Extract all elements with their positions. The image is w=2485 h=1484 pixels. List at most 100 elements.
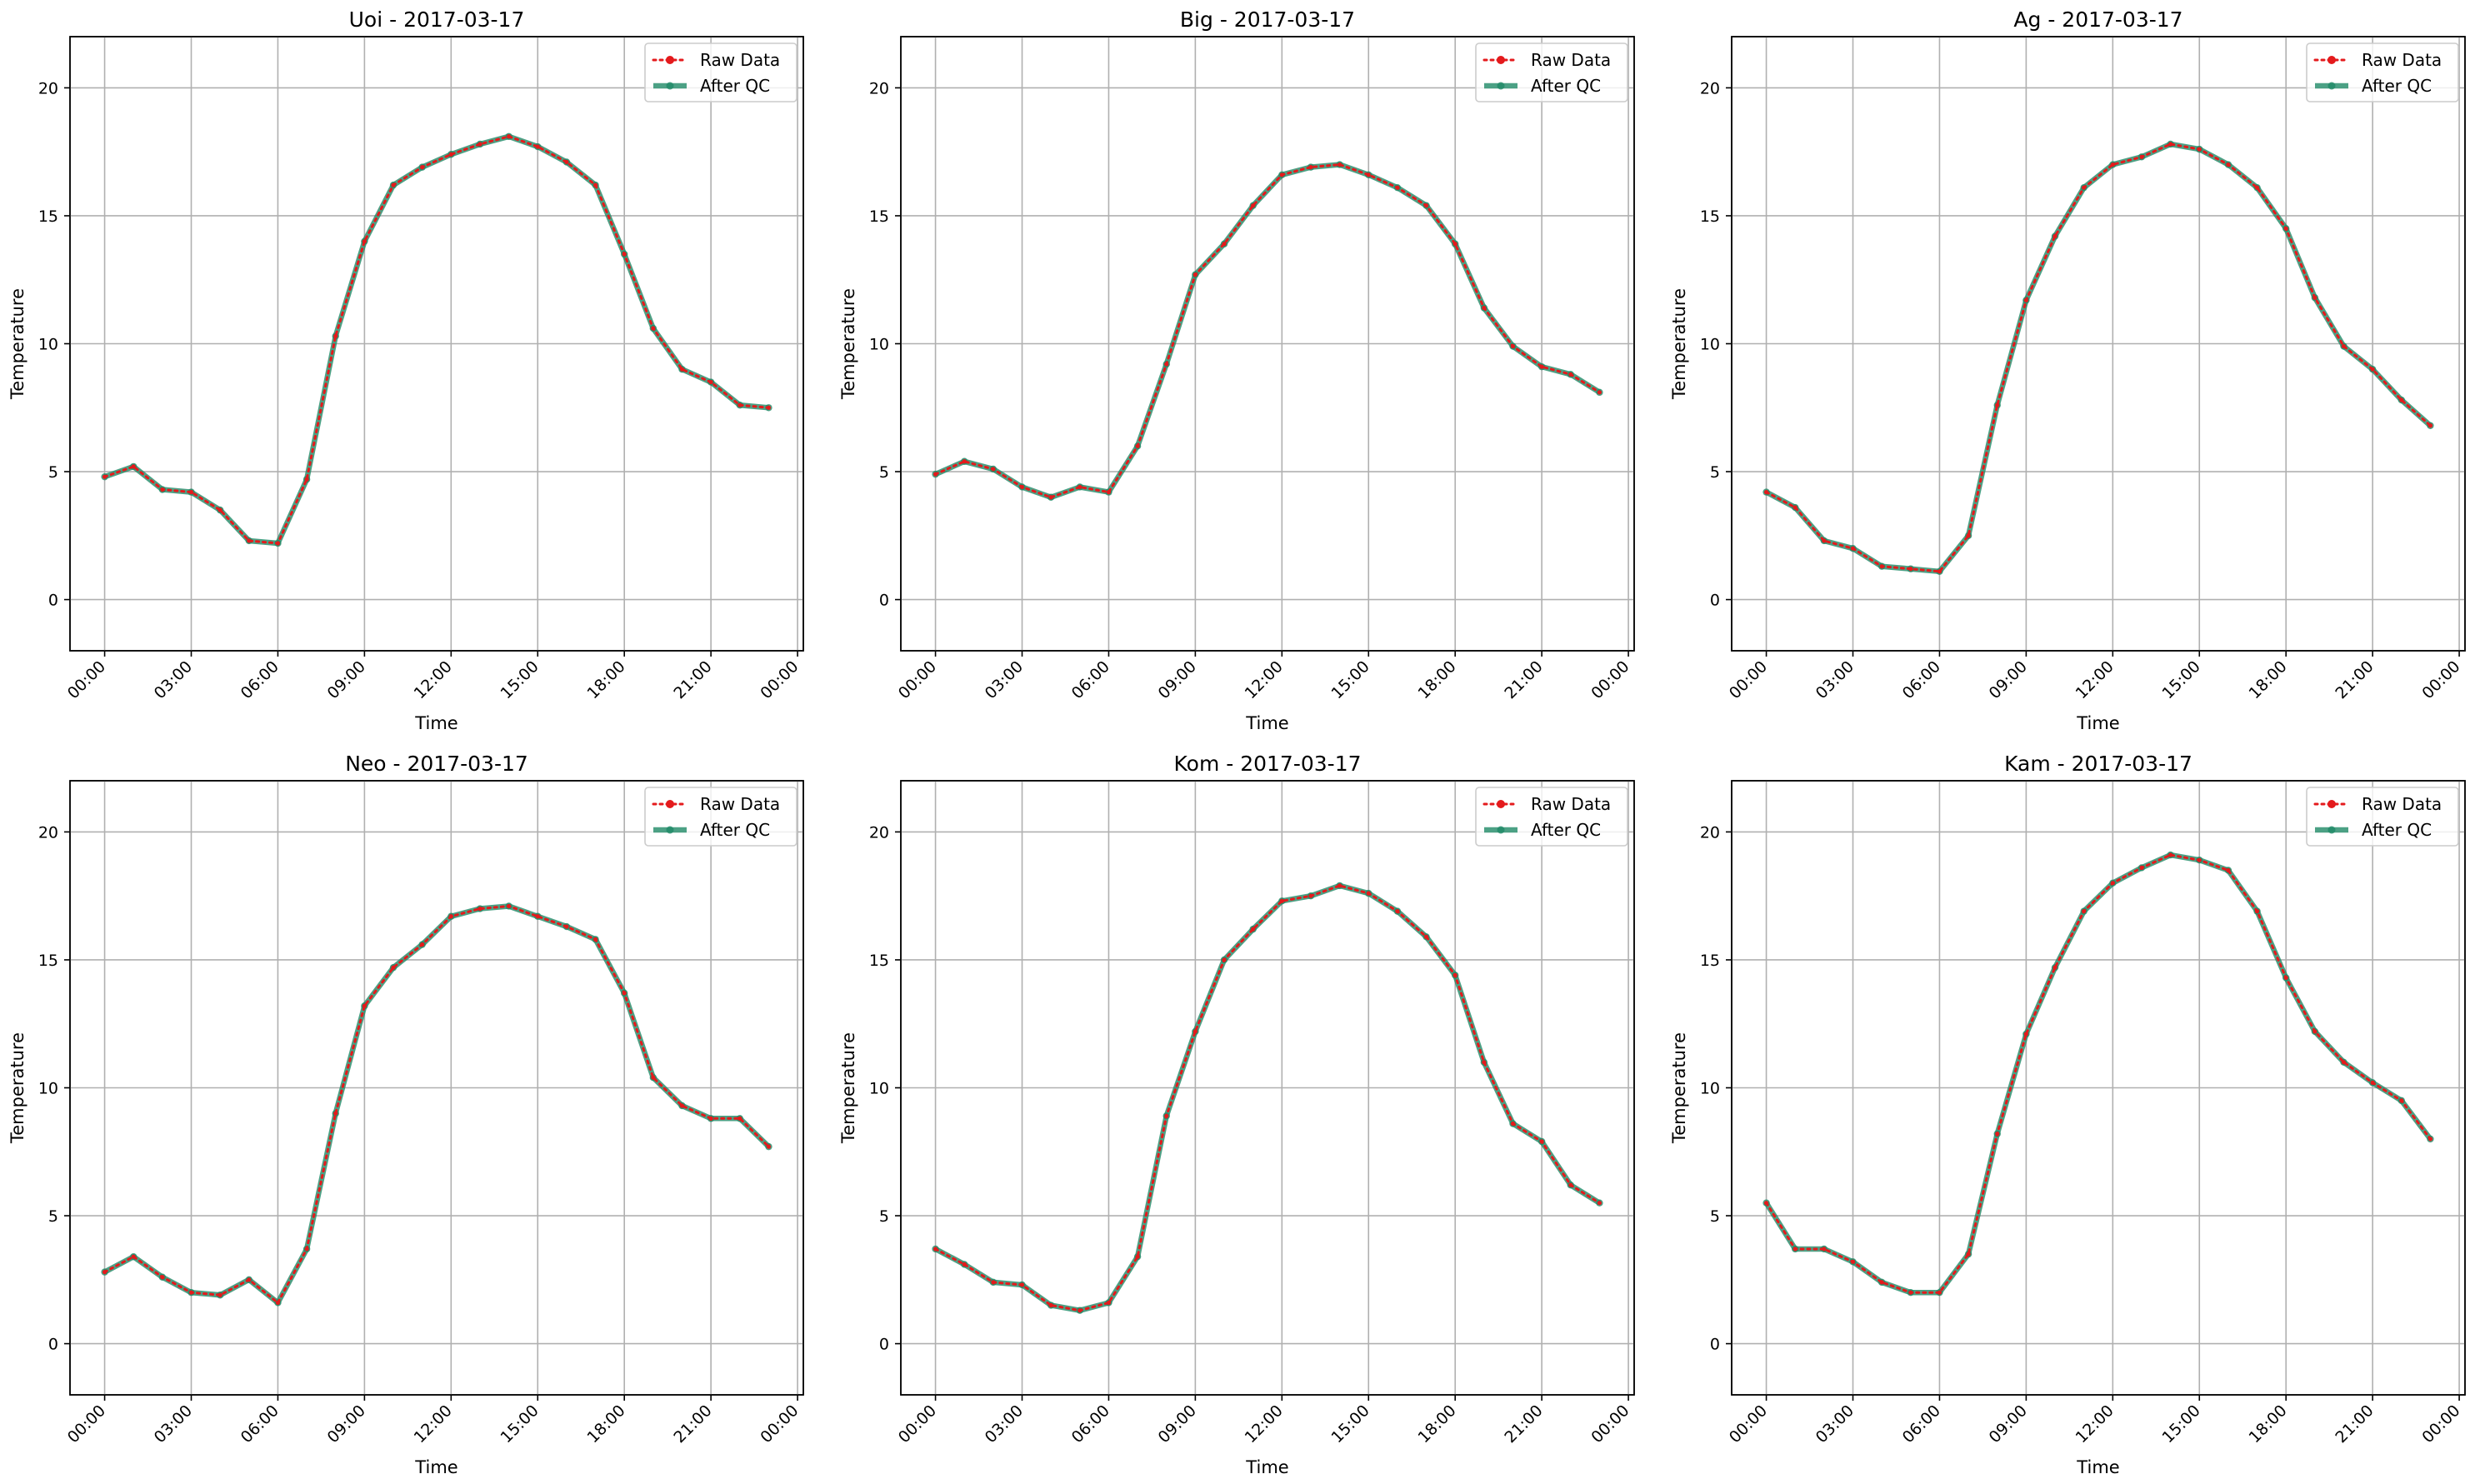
x-tick-label: 09:00	[324, 1402, 369, 1447]
raw-data-point	[738, 402, 742, 407]
subplot-title: Ag - 2017-03-17	[2013, 7, 2182, 32]
raw-data-point	[304, 1247, 309, 1252]
y-tick-label: 10	[38, 1080, 58, 1098]
raw-data-point	[1135, 443, 1140, 448]
raw-data-line	[1765, 142, 2432, 573]
x-tick-label: 00:00	[757, 657, 802, 702]
raw-data-point	[1597, 390, 1602, 395]
legend-raw-marker	[1497, 56, 1505, 64]
raw-data-point	[1792, 505, 1798, 510]
raw-data-point	[391, 965, 396, 970]
y-tick-label: 20	[869, 79, 889, 97]
x-tick-label: 15:00	[498, 657, 542, 702]
raw-data-point	[2399, 1098, 2404, 1103]
legend: Raw Data After QC	[2306, 42, 2459, 102]
x-tick-label: 00:00	[2418, 657, 2463, 702]
raw-data-point	[1763, 1201, 1769, 1206]
raw-data-point	[275, 541, 281, 546]
y-tick-label: 5	[879, 463, 889, 482]
plot-frame	[69, 780, 804, 1396]
raw-data-point	[1908, 1290, 1913, 1295]
x-tick-label: 09:00	[1986, 1402, 2031, 1447]
x-tick-label: 09:00	[1155, 1402, 1200, 1447]
y-axis-label: Temperature	[838, 1032, 858, 1144]
raw-data-line	[103, 904, 770, 1305]
raw-data-point	[991, 467, 996, 472]
raw-data-point	[679, 1103, 685, 1108]
raw-data-point	[102, 1270, 108, 1275]
raw-data-point	[1995, 1132, 2000, 1137]
y-tick-label: 5	[48, 1207, 58, 1226]
raw-data-point	[188, 490, 194, 495]
y-tick-label: 10	[1700, 1080, 1720, 1098]
raw-data-line	[934, 884, 1601, 1312]
raw-data-point	[1966, 1252, 1971, 1257]
raw-data-point	[420, 165, 425, 170]
raw-data-point	[1164, 1113, 1169, 1118]
x-tick-label: 03:00	[151, 657, 196, 702]
raw-data-point	[218, 507, 222, 512]
raw-data-point	[766, 1144, 772, 1149]
raw-data-point	[478, 906, 482, 912]
raw-data-point	[160, 487, 165, 492]
raw-data-point	[2254, 909, 2260, 914]
raw-data-point	[1222, 957, 1227, 962]
raw-data-point	[679, 367, 685, 372]
raw-data-point	[1048, 1302, 1053, 1308]
legend: Raw Data After QC	[644, 787, 798, 847]
legend-raw-label: Raw Data	[2362, 50, 2442, 70]
raw-data-point	[2370, 367, 2375, 372]
y-tick-label: 15	[38, 207, 58, 226]
x-tick-label: 15:00	[2159, 657, 2204, 702]
raw-data-point	[2283, 975, 2288, 981]
x-axis-label: Time	[414, 1457, 458, 1477]
raw-data-point	[1192, 1029, 1198, 1034]
x-tick-label: 18:00	[1414, 1402, 1459, 1447]
plot-frame	[69, 36, 804, 652]
raw-data-point	[592, 182, 598, 187]
raw-data-point	[1879, 564, 1884, 569]
raw-data-point	[448, 914, 453, 919]
raw-data-point	[1366, 172, 1371, 177]
raw-data-point	[1423, 934, 1429, 939]
raw-data-point	[1338, 162, 1342, 167]
x-tick-label: 18:00	[2245, 1402, 2290, 1447]
legend-raw-marker	[2328, 800, 2336, 808]
raw-data-point	[1308, 165, 1313, 170]
raw-data-point	[651, 326, 656, 331]
x-tick-label: 18:00	[2245, 657, 2290, 702]
x-tick-label: 03:00	[1812, 657, 1858, 702]
legend-raw-label: Raw Data	[1531, 794, 1611, 814]
y-tick-label: 10	[1700, 336, 1720, 354]
raw-data-line	[1765, 853, 2432, 1294]
raw-data-point	[932, 1247, 938, 1252]
y-axis-label: Temperature	[8, 1032, 28, 1144]
raw-data-point	[738, 1116, 742, 1121]
x-tick-label: 15:00	[1328, 1402, 1373, 1447]
raw-data-point	[564, 924, 569, 929]
raw-data-point	[1019, 484, 1025, 490]
x-tick-label: 00:00	[895, 657, 940, 702]
raw-data-point	[1908, 567, 1913, 572]
plot-frame	[1731, 780, 2466, 1396]
x-tick-label: 00:00	[757, 1402, 802, 1447]
x-tick-label: 03:00	[982, 657, 1027, 702]
raw-data-point	[1135, 1254, 1140, 1259]
subplot-5: 0 5 10 15 20 00:00 03:00 06:00 09:00 12:00 15:00 18…	[838, 752, 1635, 1477]
raw-data-point	[1452, 972, 1458, 977]
legend-qc-label: After QC	[1531, 76, 1601, 96]
raw-data-point	[1192, 272, 1198, 277]
legend-raw-marker	[1497, 800, 1505, 808]
subplot-4: 0 5 10 15 20 00:00 03:00 06:00 09:00 12:00 15:00 18…	[8, 752, 804, 1477]
raw-data-point	[478, 142, 482, 147]
raw-data-point	[2082, 185, 2087, 190]
raw-data-point	[1222, 242, 1227, 247]
y-tick-label: 0	[1710, 592, 1720, 610]
legend-qc-label: After QC	[700, 820, 770, 840]
raw-data-point	[1482, 305, 1487, 311]
raw-data-point	[2312, 1029, 2318, 1034]
raw-data-point	[1308, 893, 1313, 898]
x-tick-label: 12:00	[411, 657, 456, 702]
x-tick-label: 21:00	[670, 1402, 715, 1447]
raw-data-point	[1568, 372, 1573, 377]
